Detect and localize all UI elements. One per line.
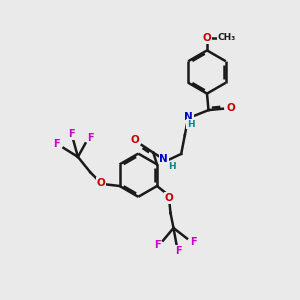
Text: O: O bbox=[202, 33, 211, 43]
Text: O: O bbox=[97, 178, 105, 188]
Text: H: H bbox=[187, 120, 195, 129]
Text: N: N bbox=[159, 154, 168, 164]
Text: F: F bbox=[175, 245, 181, 256]
Text: F: F bbox=[54, 139, 60, 149]
Text: F: F bbox=[69, 129, 75, 140]
Text: O: O bbox=[130, 135, 139, 145]
Text: F: F bbox=[88, 133, 94, 143]
Text: F: F bbox=[190, 236, 197, 247]
Text: F: F bbox=[154, 240, 160, 250]
Text: H: H bbox=[168, 162, 176, 171]
Text: N: N bbox=[184, 112, 193, 122]
Text: O: O bbox=[165, 193, 173, 203]
Text: CH₃: CH₃ bbox=[218, 33, 236, 42]
Text: O: O bbox=[226, 103, 235, 113]
